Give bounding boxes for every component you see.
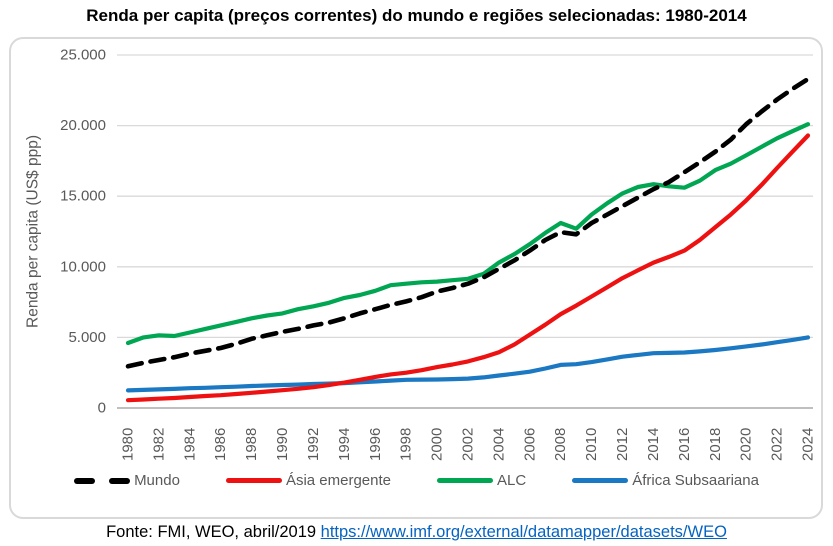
legend-item-alc: ALC (437, 472, 526, 489)
x-tick-label: 2004 (490, 428, 507, 461)
x-tick-label: 2008 (552, 428, 569, 461)
chart-title: Renda per capita (preços correntes) do m… (86, 6, 747, 25)
africa-subsaariana-line-swatch (572, 478, 629, 483)
chart-frame-border (9, 37, 823, 519)
y-tick-label: 10.000 (60, 258, 106, 275)
dash-segment-icon (74, 477, 96, 484)
x-tick-label: 1994 (336, 428, 353, 461)
x-tick-label: 1982 (150, 428, 167, 461)
x-tick-label: 2020 (738, 428, 755, 461)
asia-emergente-line-swatch (225, 478, 282, 483)
y-tick-label: 5.000 (68, 329, 106, 346)
x-tick-label: 2018 (707, 428, 724, 461)
x-tick-label: 2012 (614, 428, 631, 461)
series-line-ásia-emergente (125, 133, 811, 403)
legend-label-mundo: Mundo (134, 472, 180, 489)
legend-label-africa-subsaariana: África Subsaariana (632, 472, 759, 489)
x-tick-label: 2010 (583, 428, 600, 461)
y-axis-title: Renda per capita (US$ ppp) (25, 135, 42, 328)
series-line-áfrica-subsaariana (125, 335, 811, 393)
chart-legend: Mundo Ásia emergente ALC África Subsaari… (0, 472, 833, 489)
x-tick-label: 2000 (429, 428, 446, 461)
legend-item-mundo: Mundo (74, 472, 180, 489)
source-link[interactable]: https://www.imf.org/external/datamapper/… (320, 523, 727, 541)
y-tick-label: 25.000 (60, 47, 106, 64)
x-tick-label: 1998 (398, 428, 415, 461)
x-tick-label: 1980 (120, 428, 137, 461)
legend-label-alc: ALC (497, 472, 527, 489)
mundo-dashed-line-swatch (74, 477, 131, 484)
x-tick-label: 1992 (305, 428, 322, 461)
legend-item-asia-emergente: Ásia emergente (225, 472, 391, 489)
legend-label-asia-emergente: Ásia emergente (285, 472, 391, 489)
x-tick-label: 1988 (243, 428, 260, 461)
legend-item-africa-subsaariana: África Subsaariana (572, 472, 759, 489)
x-tick-label: 1990 (274, 428, 291, 461)
dash-segment-icon (109, 477, 131, 484)
x-tick-label: 1986 (212, 428, 229, 461)
x-tick-label: 2014 (645, 428, 662, 461)
y-tick-label: 0 (98, 400, 106, 417)
series-line-alc (125, 122, 811, 346)
source-note: Fonte: FMI, WEO, abril/2019 https://www.… (0, 523, 833, 542)
x-tick-label: 1996 (367, 428, 384, 461)
x-tick-label: 2006 (521, 428, 538, 461)
x-tick-label: 2016 (676, 428, 693, 461)
x-tick-label: 2022 (769, 428, 786, 461)
series-line-mundo (125, 76, 811, 369)
y-tick-label: 15.000 (60, 188, 106, 205)
x-tick-label: 2024 (800, 428, 817, 461)
source-text: Fonte: FMI, WEO, abril/2019 (106, 523, 321, 541)
x-tick-label: 2002 (460, 428, 477, 461)
y-tick-label: 20.000 (60, 117, 106, 134)
x-tick-label: 1984 (181, 428, 198, 461)
alc-line-swatch (437, 478, 493, 483)
